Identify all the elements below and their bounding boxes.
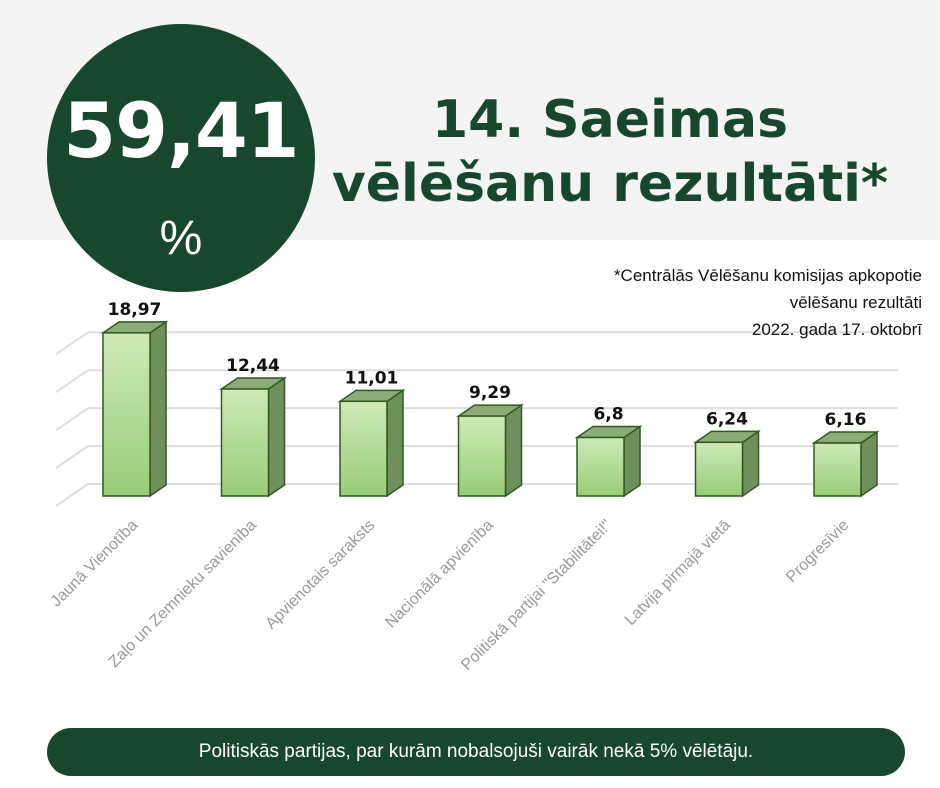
page-title: 14. Saeimas vēlēšanu rezultāti* bbox=[330, 88, 890, 216]
bar bbox=[219, 376, 287, 498]
bar-value-label: 6,16 bbox=[825, 410, 867, 430]
source-note: *Centrālās Vēlēšanu komisijas apkopotie … bbox=[442, 262, 922, 343]
bar bbox=[456, 403, 524, 498]
bar-front-face bbox=[457, 415, 507, 497]
bar bbox=[693, 429, 761, 498]
bar-value-label: 18,97 bbox=[108, 300, 162, 320]
category-label: Nacionālā apvienība bbox=[382, 517, 497, 632]
bar-front-face bbox=[339, 400, 388, 497]
turnout-value: 59,41 bbox=[63, 86, 299, 175]
bar-value-label: 11,01 bbox=[345, 368, 399, 388]
footer-text: Politiskās partijas, par kurām nobalsoju… bbox=[198, 741, 754, 762]
bar-side-face bbox=[623, 425, 641, 498]
bar-front-face bbox=[576, 436, 625, 497]
bar-value-label: 12,44 bbox=[226, 356, 280, 376]
gridline-side bbox=[55, 407, 89, 431]
chart-value-labels: 18,97 12,44 11,01 9,29 6,8 6,24 6,16 bbox=[108, 300, 867, 430]
bar-side-face bbox=[386, 388, 404, 498]
bar-front-face bbox=[694, 441, 744, 497]
category-label: Latvija pirmajā vietā bbox=[622, 517, 734, 629]
turnout-unit: % bbox=[159, 212, 203, 265]
gridline-side bbox=[55, 483, 89, 507]
bar bbox=[811, 430, 880, 498]
source-note-line-3: 2022. gada 17. oktobrī bbox=[751, 320, 922, 339]
bar-front-face bbox=[220, 388, 270, 497]
category-label: Jaunā Vienotība bbox=[48, 517, 142, 611]
bar-value-label: 6,8 bbox=[593, 405, 623, 425]
title-line-1: 14. Saeimas bbox=[431, 90, 789, 150]
results-bar-chart: 18,97 12,44 11,01 9,29 6,8 6,24 6,16 Jaunā Vie… bbox=[48, 300, 898, 674]
bar-front-face bbox=[813, 442, 862, 497]
bar-side-face bbox=[267, 376, 286, 498]
bar-value-label: 9,29 bbox=[469, 383, 511, 403]
bar-front-face bbox=[102, 332, 151, 497]
turnout-badge: 59,41 % bbox=[47, 24, 315, 292]
source-note-line-1: *Centrālās Vēlēšanu komisijas apkopotie bbox=[613, 266, 922, 285]
category-label: Progresīvie bbox=[783, 517, 852, 586]
gridline-side bbox=[55, 331, 89, 356]
gridline-side bbox=[55, 369, 89, 394]
bar bbox=[100, 320, 169, 498]
bar-side-face bbox=[149, 320, 167, 498]
chart-bars bbox=[100, 320, 880, 498]
source-note-line-2: vēlēšanu rezultāti bbox=[789, 293, 922, 312]
bar bbox=[574, 425, 643, 498]
footer-banner: Politiskās partijas, par kurām nobalsoju… bbox=[47, 728, 905, 776]
bar-value-label: 6,24 bbox=[706, 409, 748, 429]
title-line-2: vēlēšanu rezultāti* bbox=[331, 154, 889, 214]
bar-side-face bbox=[504, 403, 523, 498]
bar bbox=[337, 388, 406, 498]
gridline-side bbox=[55, 445, 89, 469]
category-label: Apvienotais saraksts bbox=[263, 517, 379, 633]
